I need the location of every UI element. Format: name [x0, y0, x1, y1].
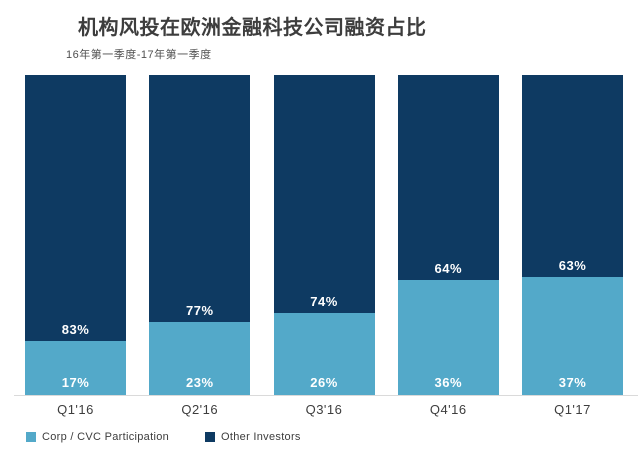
- bar-q216: 77% 23%: [149, 75, 251, 396]
- segment-other-investors-q416: 64%: [397, 75, 499, 281]
- x-axis-label-q316: Q3'16: [305, 402, 343, 417]
- bar-q117: 63% 37%: [522, 75, 623, 396]
- plot-area: 83% 17% 77% 23% 74% 26% 64% 36% 63% 37%: [25, 75, 623, 396]
- x-axis-label-q216: Q2'16: [181, 402, 219, 417]
- legend-item-other-investors: Other Investors: [205, 431, 301, 443]
- x-axis-label-q117: Q1'17: [554, 402, 591, 417]
- segment-corp-cvc-q316: 26%: [273, 312, 375, 396]
- segment-other-investors-q316: 74%: [273, 75, 375, 313]
- value-label-corp-cvc-q316: 26%: [310, 374, 338, 390]
- x-axis-label-q116: Q1'16: [57, 402, 94, 417]
- bar-q116: 83% 17%: [25, 75, 126, 396]
- segment-other-investors-q116: 83%: [25, 75, 126, 342]
- value-label-corp-cvc-q416: 36%: [434, 374, 463, 390]
- chart-title: 机构风投在欧洲金融科技公司融资占比: [78, 17, 427, 39]
- legend-swatch-other-investors-icon: [205, 432, 216, 442]
- bar-q416: 64% 36%: [397, 75, 499, 396]
- value-label-corp-cvc-q216: 23%: [185, 374, 214, 390]
- legend-swatch-corp-cvc-icon: [26, 432, 36, 442]
- legend-label-corp-cvc: Corp / CVC Participation: [42, 431, 170, 443]
- value-label-other-investors-q116: 83%: [61, 322, 90, 338]
- legend: Corp / CVC Participation Other Investors: [26, 431, 301, 443]
- segment-other-investors-q216: 77%: [149, 75, 251, 323]
- value-label-other-investors-q216: 77%: [185, 303, 214, 319]
- bar-q316: 74% 26%: [273, 75, 375, 396]
- value-label-other-investors-q117: 63%: [558, 258, 587, 274]
- value-label-corp-cvc-q116: 17%: [61, 374, 90, 390]
- value-label-corp-cvc-q117: 37%: [558, 374, 587, 390]
- value-label-other-investors-q416: 64%: [434, 261, 463, 277]
- chart-subtitle: 16年第一季度-17年第一季度: [66, 49, 212, 61]
- legend-item-corp-cvc: Corp / CVC Participation: [26, 431, 169, 443]
- segment-corp-cvc-q117: 37%: [522, 277, 623, 396]
- segment-corp-cvc-q116: 17%: [25, 341, 126, 396]
- segment-other-investors-q117: 63%: [522, 75, 623, 278]
- legend-label-other-investors: Other Investors: [221, 431, 301, 443]
- x-axis-line: [14, 395, 638, 396]
- segment-corp-cvc-q416: 36%: [397, 280, 499, 396]
- x-axis-label-q416: Q4'16: [429, 402, 467, 417]
- segment-corp-cvc-q216: 23%: [149, 322, 251, 396]
- value-label-other-investors-q316: 74%: [310, 293, 338, 309]
- x-axis-labels: Q1'16 Q2'16 Q3'16 Q4'16 Q1'17: [25, 402, 623, 417]
